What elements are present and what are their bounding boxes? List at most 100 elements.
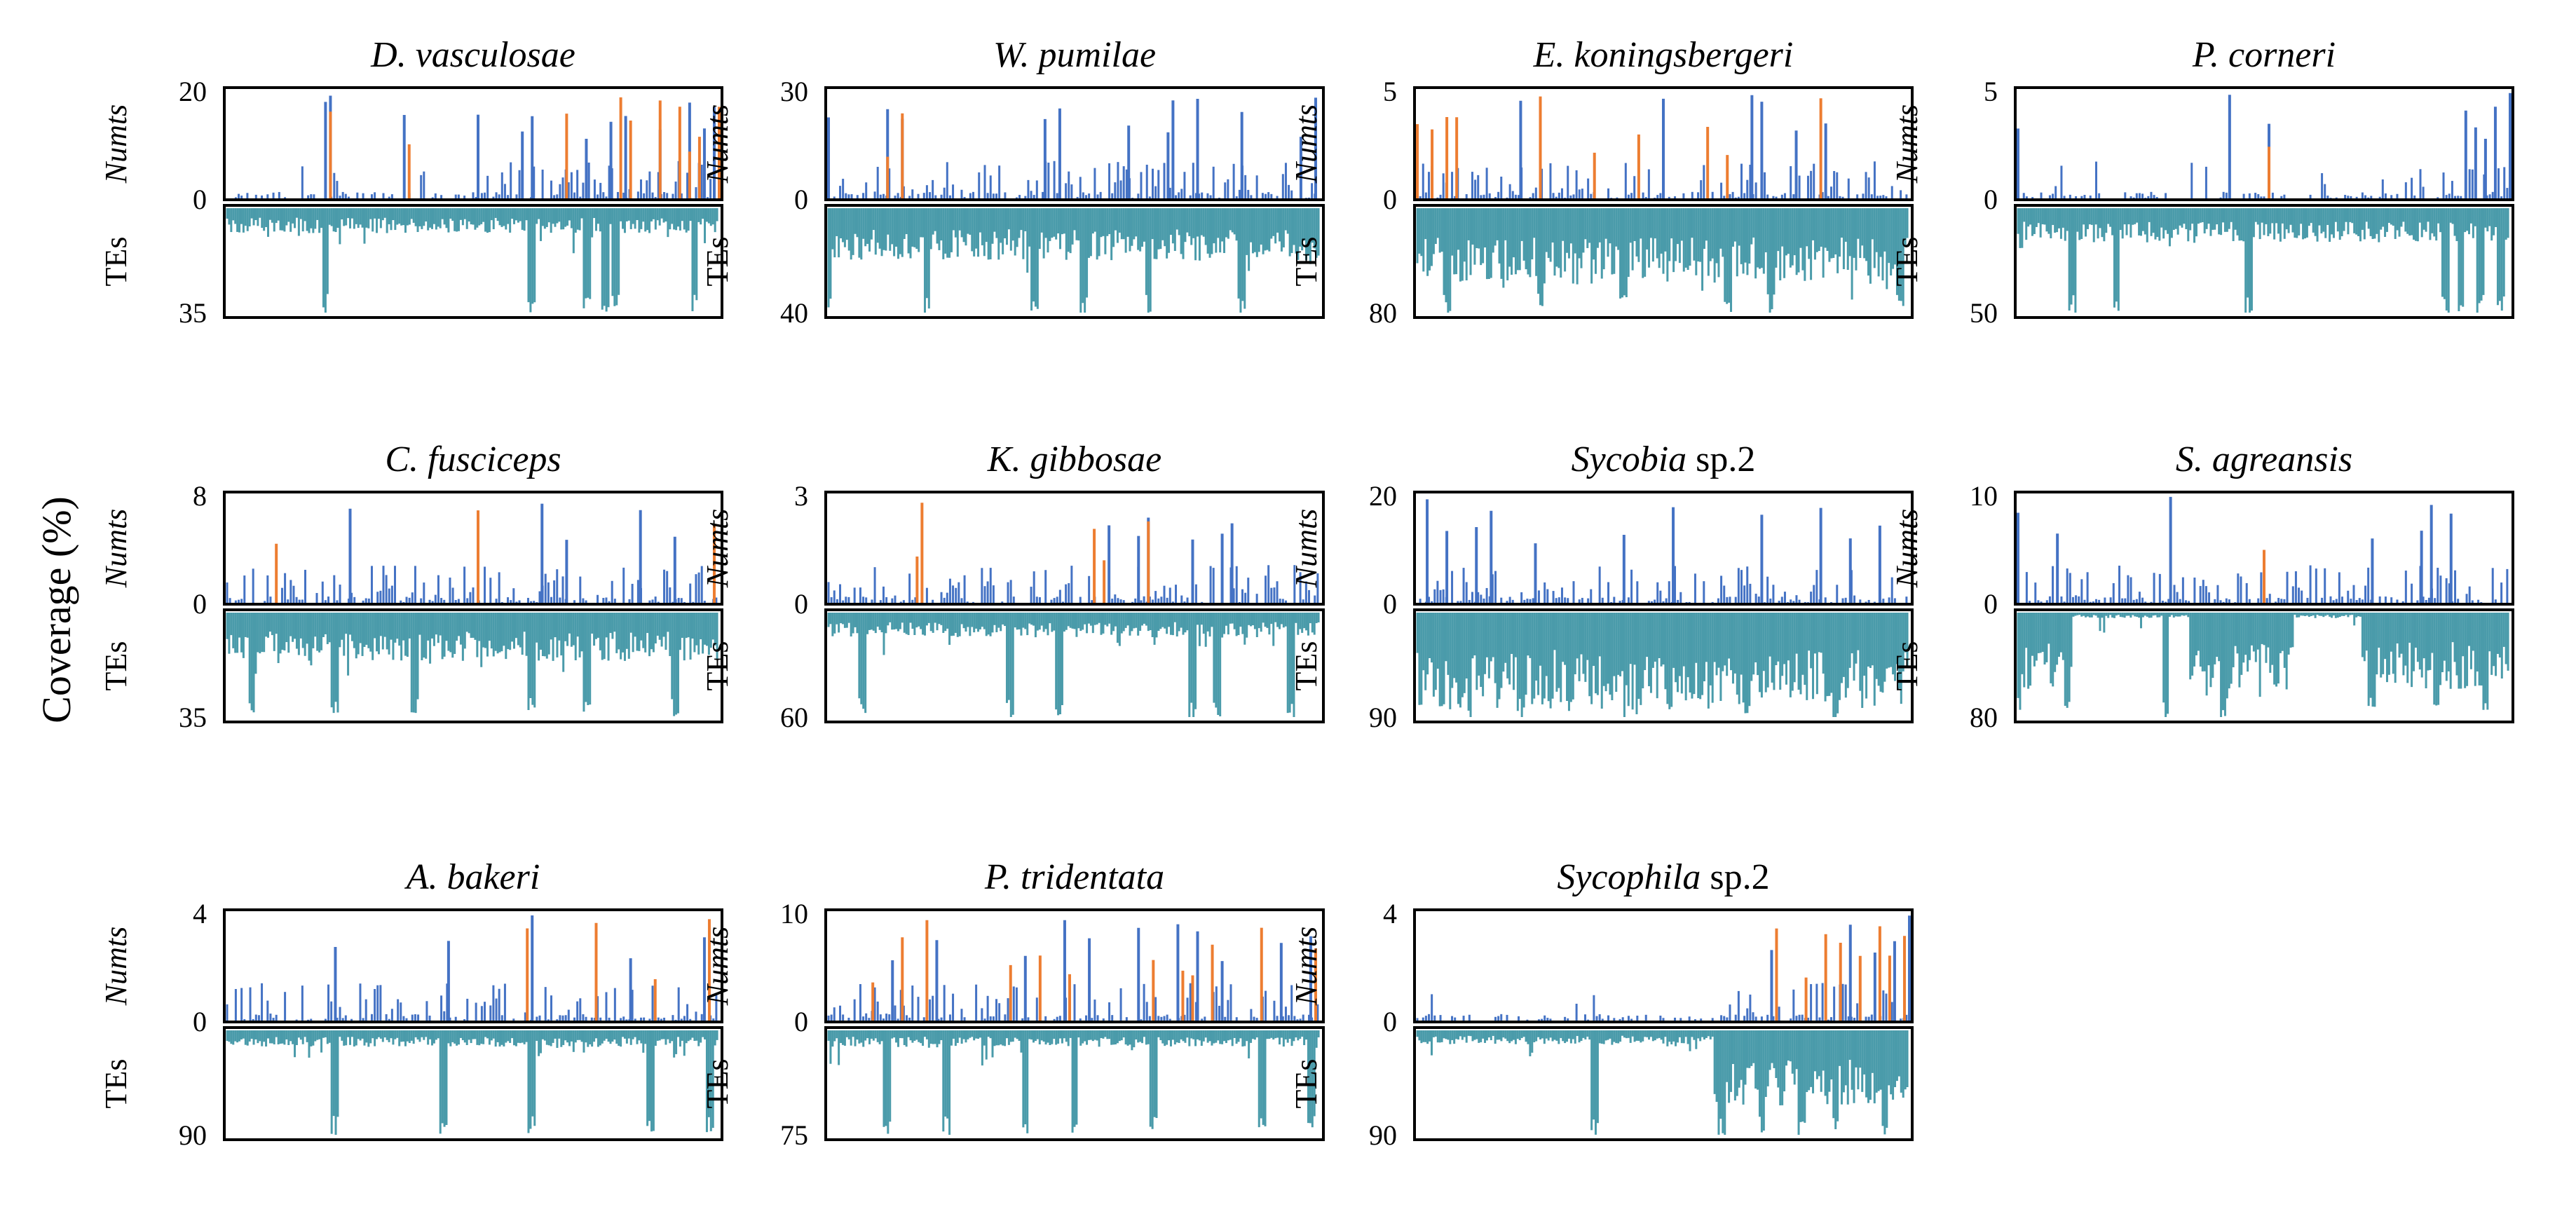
numts-bars — [1416, 915, 1911, 1021]
numts-bars — [226, 915, 718, 1021]
tes-max-tick: 80 — [1970, 702, 1998, 733]
numts-max-tick: 10 — [780, 898, 808, 929]
panel-title-italic: D. vasculosae — [370, 35, 575, 75]
numts-bars — [1419, 499, 1908, 603]
numts-max-tick: 4 — [1383, 898, 1397, 929]
tes-max-tick: 35 — [179, 702, 207, 733]
tes-frame — [223, 204, 723, 319]
numts-max-tick: 5 — [1984, 76, 1998, 107]
tes-bars — [226, 208, 718, 313]
panel-8: S. agreansis Numts TEs 10 0 80 — [1890, 439, 2514, 733]
numts-frame — [223, 908, 723, 1023]
panel-7: Sycobia sp.2 Numts TEs 20 0 90 — [1289, 439, 1914, 733]
panel-title-italic: C. fusciceps — [385, 439, 561, 479]
tes-max-tick: 35 — [179, 297, 207, 329]
numts-frame — [824, 491, 1325, 606]
numts-label: Numts — [700, 509, 735, 588]
tes-label: TEs — [1289, 641, 1323, 691]
panel-title-italic: P. tridentata — [984, 857, 1164, 897]
tes-label: TEs — [1890, 641, 1924, 691]
numts-bars — [2017, 496, 2509, 603]
numts-label: Numts — [99, 104, 133, 184]
numts-frame — [1413, 908, 1914, 1023]
numts-label: Numts — [700, 927, 735, 1006]
numts-bars — [1416, 95, 1908, 198]
panel-title-italic: A. bakeri — [404, 857, 540, 897]
numts-max-tick: 3 — [794, 480, 808, 512]
tes-max-tick: 90 — [179, 1119, 207, 1151]
tes-max-tick: 75 — [780, 1119, 808, 1151]
tes-frame — [1413, 608, 1914, 723]
numts-label: Numts — [700, 104, 735, 184]
numts-label: Numts — [1890, 104, 1924, 184]
zero-tick: 0 — [794, 588, 808, 620]
zero-tick: 0 — [1383, 184, 1397, 215]
panel-5: C. fusciceps Numts TEs 8 0 35 — [99, 439, 723, 733]
numts-bars — [2017, 93, 2512, 198]
tes-bars — [226, 613, 718, 716]
panel-title: S. agreansis — [2176, 439, 2352, 479]
panel-title-italic: E. koningsbergeri — [1533, 35, 1794, 75]
panel-title: D. vasculosae — [370, 35, 575, 75]
panel-title-plain: sp.2 — [1701, 857, 1769, 897]
y-axis-label: Coverage (%) — [34, 496, 79, 723]
zero-tick: 0 — [1984, 588, 1998, 620]
tes-max-tick: 90 — [1369, 1119, 1397, 1151]
zero-tick: 0 — [193, 588, 207, 620]
numts-frame — [824, 908, 1325, 1023]
tes-bars — [827, 208, 1320, 313]
numts-max-tick: 8 — [193, 480, 207, 512]
numts-max-tick: 30 — [780, 76, 808, 107]
numts-bars — [234, 95, 721, 198]
tes-bars — [1416, 613, 1909, 717]
numts-label: Numts — [1289, 509, 1323, 588]
panel-title: W. pumilae — [993, 35, 1156, 75]
numts-label: Numts — [1890, 509, 1924, 588]
tes-label: TEs — [1289, 237, 1323, 287]
numts-frame — [824, 86, 1325, 201]
numts-frame — [1413, 491, 1914, 606]
panel-9: A. bakeri Numts TEs 4 0 90 — [99, 857, 723, 1151]
zero-tick: 0 — [794, 1006, 808, 1037]
tes-frame — [2014, 204, 2514, 319]
numts-frame — [1413, 86, 1914, 201]
tes-max-tick: 60 — [780, 702, 808, 733]
tes-max-tick: 90 — [1369, 702, 1397, 733]
tes-label: TEs — [99, 641, 133, 691]
panel-10: P. tridentata Numts TEs 10 0 75 — [700, 857, 1325, 1151]
tes-max-tick: 50 — [1970, 297, 1998, 329]
panel-title-italic: S. agreansis — [2176, 439, 2352, 479]
tes-bars — [2017, 613, 2509, 717]
panel-11: Sycophila sp.2 Numts TEs 4 0 90 — [1289, 857, 1914, 1151]
numts-label: Numts — [1289, 104, 1323, 184]
panel-title-italic: K. gibbosae — [987, 439, 1161, 479]
tes-label: TEs — [1890, 237, 1924, 287]
numts-bars — [827, 503, 1319, 603]
panel-6: K. gibbosae Numts TEs 3 0 60 — [700, 439, 1325, 733]
tes-frame — [824, 1026, 1325, 1141]
numts-frame — [223, 86, 723, 201]
tes-bars — [226, 1030, 718, 1135]
tes-label: TEs — [700, 1059, 735, 1109]
tes-bars — [1416, 208, 1909, 313]
panel-title: P. tridentata — [984, 857, 1164, 897]
numts-label: Numts — [1289, 927, 1323, 1006]
panel-title: K. gibbosae — [987, 439, 1161, 479]
numts-frame — [2014, 86, 2514, 201]
tes-frame — [2014, 608, 2514, 723]
tes-label: TEs — [700, 641, 735, 691]
panel-3: E. koningsbergeri Numts TEs 5 0 80 — [1289, 35, 1914, 329]
tes-label: TEs — [99, 1059, 133, 1109]
tes-bars — [1416, 1030, 1909, 1135]
tes-bars — [827, 1030, 1320, 1135]
numts-max-tick: 4 — [193, 898, 207, 929]
numts-max-tick: 10 — [1970, 480, 1998, 512]
tes-bars — [2017, 208, 2509, 313]
zero-tick: 0 — [193, 184, 207, 215]
numts-label: Numts — [99, 509, 133, 588]
numts-bars — [827, 920, 1319, 1021]
panel-title: A. bakeri — [404, 857, 540, 897]
tes-frame — [1413, 204, 1914, 319]
panel-title: Sycophila sp.2 — [1557, 857, 1769, 897]
